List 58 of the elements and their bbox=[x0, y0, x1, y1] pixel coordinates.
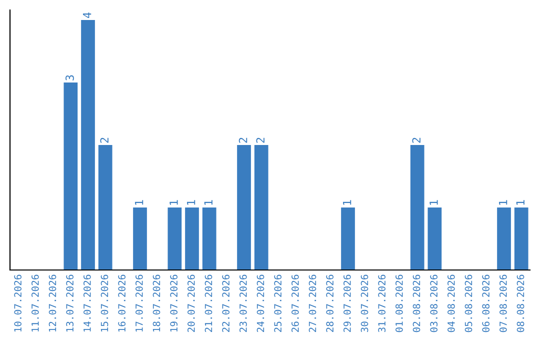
x-tick-label: 24.07.2026 bbox=[256, 274, 264, 332]
x-tick-label: 18.07.2026 bbox=[152, 274, 160, 332]
data-label: 4 bbox=[82, 12, 92, 18]
data-label: 2 bbox=[256, 138, 264, 143]
x-tick-label: 16.07.2026 bbox=[118, 274, 126, 332]
x-tick-label: 11.07.2026 bbox=[31, 274, 39, 332]
bar bbox=[410, 145, 424, 270]
data-label: 2 bbox=[412, 138, 420, 143]
x-tick-label: 25.07.2026 bbox=[274, 274, 282, 332]
data-label: 1 bbox=[204, 200, 212, 205]
data-label: 2 bbox=[238, 138, 248, 143]
x-tick-label: 29.07.2026 bbox=[343, 274, 351, 332]
data-label: 2 bbox=[100, 138, 108, 143]
x-tick-label: 07.08.2026 bbox=[499, 274, 507, 332]
x-tick-label: 02.08.2026 bbox=[412, 274, 420, 332]
x-tick-label: 05.08.2026 bbox=[464, 274, 472, 332]
bar bbox=[497, 208, 511, 270]
bar bbox=[133, 208, 147, 270]
bar bbox=[341, 208, 355, 270]
data-label: 3 bbox=[66, 75, 74, 80]
x-tick-label: 06.08.2026 bbox=[482, 274, 490, 332]
bar bbox=[254, 145, 268, 270]
x-tick-label: 26.07.2026 bbox=[291, 274, 299, 332]
bar bbox=[98, 145, 112, 270]
data-label: 1 bbox=[170, 200, 178, 205]
x-tick-label: 23.07.2026 bbox=[239, 274, 247, 332]
x-tick-label: 10.07.2026 bbox=[14, 274, 22, 332]
x-tick-label: 12.07.2026 bbox=[48, 274, 56, 332]
data-label: 1 bbox=[516, 200, 524, 205]
bar bbox=[168, 208, 182, 270]
data-label: 1 bbox=[342, 200, 352, 205]
x-tick-label: 22.07.2026 bbox=[222, 274, 230, 332]
x-tick-label: 19.07.2026 bbox=[170, 274, 178, 332]
data-label: 1 bbox=[186, 200, 196, 205]
x-tick-label: 31.07.2026 bbox=[378, 274, 386, 332]
x-tick-label: 28.07.2026 bbox=[326, 274, 334, 332]
bar bbox=[185, 208, 199, 270]
x-tick-label: 08.08.2026 bbox=[516, 274, 524, 332]
data-label: 1 bbox=[430, 200, 438, 205]
x-tick-label: 03.08.2026 bbox=[430, 274, 438, 332]
x-tick-label: 17.07.2026 bbox=[135, 274, 143, 332]
x-tick-label: 13.07.2026 bbox=[66, 274, 74, 332]
x-tick-label: 15.07.2026 bbox=[100, 274, 108, 332]
bar bbox=[202, 208, 216, 270]
x-tick-label: 01.08.2026 bbox=[395, 274, 403, 332]
data-label: 1 bbox=[134, 200, 144, 205]
bar bbox=[428, 208, 442, 270]
x-tick-label: 20.07.2026 bbox=[187, 274, 195, 332]
bar bbox=[64, 82, 78, 270]
bar bbox=[81, 20, 95, 270]
x-tick-label: 04.08.2026 bbox=[447, 274, 455, 332]
data-label: 1 bbox=[498, 200, 508, 205]
x-tick-label: 30.07.2026 bbox=[360, 274, 368, 332]
bar bbox=[514, 208, 528, 270]
x-tick-label: 14.07.2026 bbox=[83, 274, 91, 332]
x-tick-label: 27.07.2026 bbox=[308, 274, 316, 332]
x-tick-label: 21.07.2026 bbox=[204, 274, 212, 332]
bar bbox=[237, 145, 251, 270]
